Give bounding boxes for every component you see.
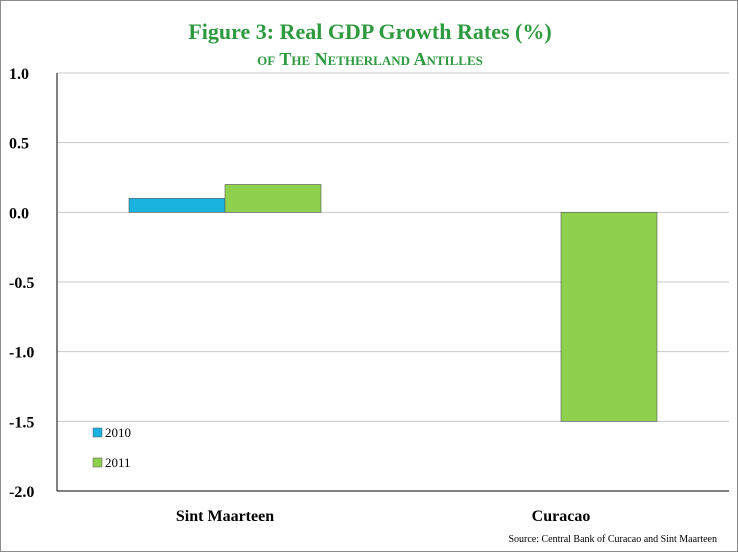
source-note: Source: Central Bank of Curacao and Sint… — [508, 534, 717, 545]
y-tick-label: -1.0 — [9, 345, 34, 362]
bar-2010-sint-maarteen — [128, 198, 226, 213]
chart-title: Figure 3: Real GDP Growth Rates (%) — [188, 19, 552, 44]
bar-2011-curacao — [560, 212, 658, 422]
legend-label: 2011 — [105, 455, 131, 470]
x-category-label: Sint Maarteen — [176, 508, 274, 525]
y-tick-label: -2.0 — [9, 484, 34, 501]
y-tick-label: -0.5 — [9, 275, 34, 292]
y-tick-label: 0.0 — [9, 205, 29, 222]
bar-2011-sint-maarteen — [224, 184, 322, 213]
x-category-label: Curacao — [532, 508, 591, 525]
y-tick-label: 0.5 — [9, 136, 29, 153]
y-tick-label: -1.5 — [9, 414, 34, 431]
y-tick-label: 1.0 — [9, 66, 29, 83]
chart-subtitle: of The Netherland Antilles — [257, 49, 483, 69]
legend-swatch — [92, 427, 103, 438]
legend-label: 2010 — [105, 425, 131, 440]
legend-swatch — [92, 457, 103, 468]
